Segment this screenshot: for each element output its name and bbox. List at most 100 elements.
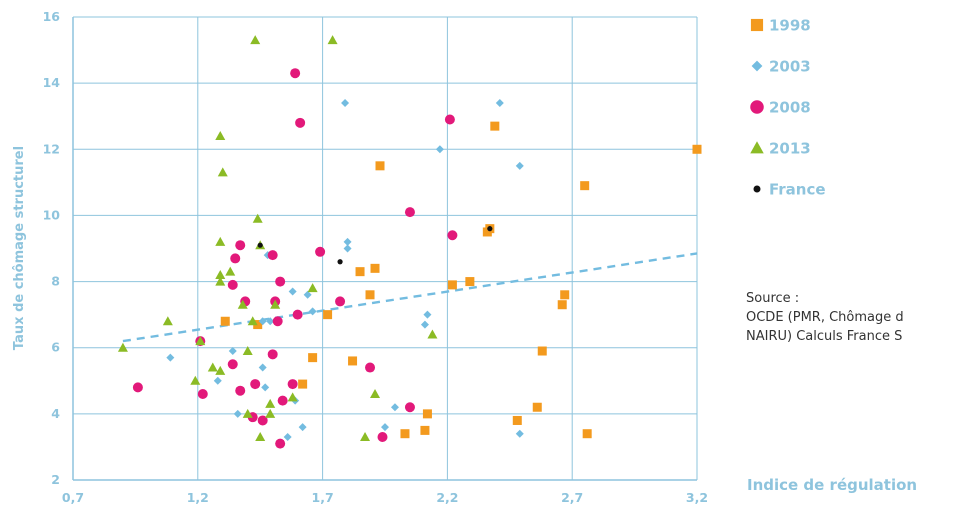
y-tick-label: 12 <box>43 141 60 156</box>
point-2008 <box>295 117 306 128</box>
point-2013 <box>250 35 261 45</box>
point-2013 <box>190 375 201 385</box>
point-2008 <box>250 379 261 390</box>
source-text-line-2: NAIRU) Calculs France S <box>746 329 903 344</box>
data-points <box>117 35 702 449</box>
y-tick-label: 6 <box>51 340 60 355</box>
source-label: Source : <box>746 291 800 306</box>
point-1998 <box>512 415 522 425</box>
point-2008 <box>275 438 286 449</box>
point-2013 <box>270 299 281 309</box>
x-tick-label: 2,2 <box>436 490 458 505</box>
point-2013 <box>307 283 318 293</box>
point-2008 <box>335 296 346 307</box>
point-1998 <box>420 425 430 435</box>
y-axis-title: Taux de chômage structurel <box>12 146 27 350</box>
point-2008 <box>235 385 246 396</box>
point-1998 <box>298 379 308 389</box>
point-2013 <box>215 365 226 375</box>
point-2008 <box>267 349 278 360</box>
point-2013 <box>427 329 438 339</box>
y-tick-label: 14 <box>43 75 61 90</box>
point-2003 <box>261 383 270 392</box>
point-1998 <box>447 280 457 290</box>
point-1998 <box>253 320 263 330</box>
point-1998 <box>465 277 475 287</box>
point-2013 <box>215 276 226 286</box>
point-1998 <box>400 429 410 439</box>
point-2003 <box>166 353 175 362</box>
point-2003 <box>343 237 352 246</box>
point-2008 <box>404 402 415 413</box>
point-2008 <box>315 246 326 257</box>
x-tick-label: 2,7 <box>561 490 583 505</box>
point-2013 <box>215 131 226 141</box>
grid <box>72 16 698 481</box>
point-france <box>257 242 263 248</box>
point-2013 <box>265 398 276 408</box>
point-2008 <box>275 276 286 287</box>
point-2013 <box>327 35 338 45</box>
x-tick-label: 1,2 <box>187 490 209 505</box>
point-1998 <box>348 356 358 366</box>
point-2003 <box>341 98 350 107</box>
point-2008 <box>257 415 268 426</box>
y-tick-label: 4 <box>51 406 60 421</box>
trendline <box>122 252 698 343</box>
point-2008 <box>272 316 283 327</box>
point-2003 <box>435 145 444 154</box>
point-2003 <box>288 287 297 296</box>
point-2008 <box>197 389 208 400</box>
point-1998 <box>582 429 592 439</box>
point-2013 <box>242 346 253 356</box>
point-2003 <box>308 307 317 316</box>
point-2003 <box>258 317 267 326</box>
point-2008 <box>267 250 278 261</box>
point-1998 <box>220 316 230 326</box>
point-1998 <box>692 144 702 154</box>
point-2008 <box>377 432 388 443</box>
point-2008 <box>277 395 288 406</box>
point-2013 <box>265 408 276 418</box>
legend-marker-1998 <box>750 18 764 32</box>
legend-marker-france <box>753 185 761 193</box>
point-1998 <box>490 121 500 131</box>
point-1998 <box>560 290 570 300</box>
point-1998 <box>355 267 365 277</box>
y-tick-label: 8 <box>51 274 60 289</box>
trendline-layer <box>122 252 698 343</box>
x-tick-label: 3,2 <box>686 490 708 505</box>
legend-label-1998: 1998 <box>769 17 811 35</box>
y-tick-label: 10 <box>43 207 61 222</box>
point-2008 <box>287 379 298 390</box>
axis-ticks: 0,7 1,2 1,7 2,2 2,7 3,2 2 4 6 8 10 12 14 16 <box>43 9 708 505</box>
point-1998 <box>557 300 567 310</box>
legend: 1998 2003 2008 2013 France <box>750 17 826 199</box>
x-tick-label: 0,7 <box>62 490 84 505</box>
point-2013 <box>247 316 258 326</box>
point-2008 <box>365 362 376 373</box>
legend-label-2008: 2008 <box>769 99 811 117</box>
point-1998 <box>580 181 590 191</box>
legend-label-2003: 2003 <box>769 58 811 76</box>
point-1998 <box>537 346 547 356</box>
point-2013 <box>370 389 381 399</box>
point-2003 <box>213 376 222 385</box>
point-2013 <box>207 362 218 372</box>
point-2013 <box>217 167 228 177</box>
point-2008 <box>292 309 303 320</box>
point-1998 <box>308 353 318 363</box>
y-tick-label: 16 <box>43 9 61 24</box>
point-2008 <box>227 359 238 370</box>
point-1998 <box>365 290 375 300</box>
point-2008 <box>447 230 458 241</box>
legend-marker-2013 <box>750 141 764 154</box>
point-2003 <box>266 317 275 326</box>
point-2013 <box>225 266 236 276</box>
point-2008 <box>230 253 241 264</box>
y-tick-label: 2 <box>51 472 60 487</box>
point-2013 <box>162 316 173 326</box>
point-2013 <box>195 336 206 346</box>
point-2013 <box>252 213 263 223</box>
